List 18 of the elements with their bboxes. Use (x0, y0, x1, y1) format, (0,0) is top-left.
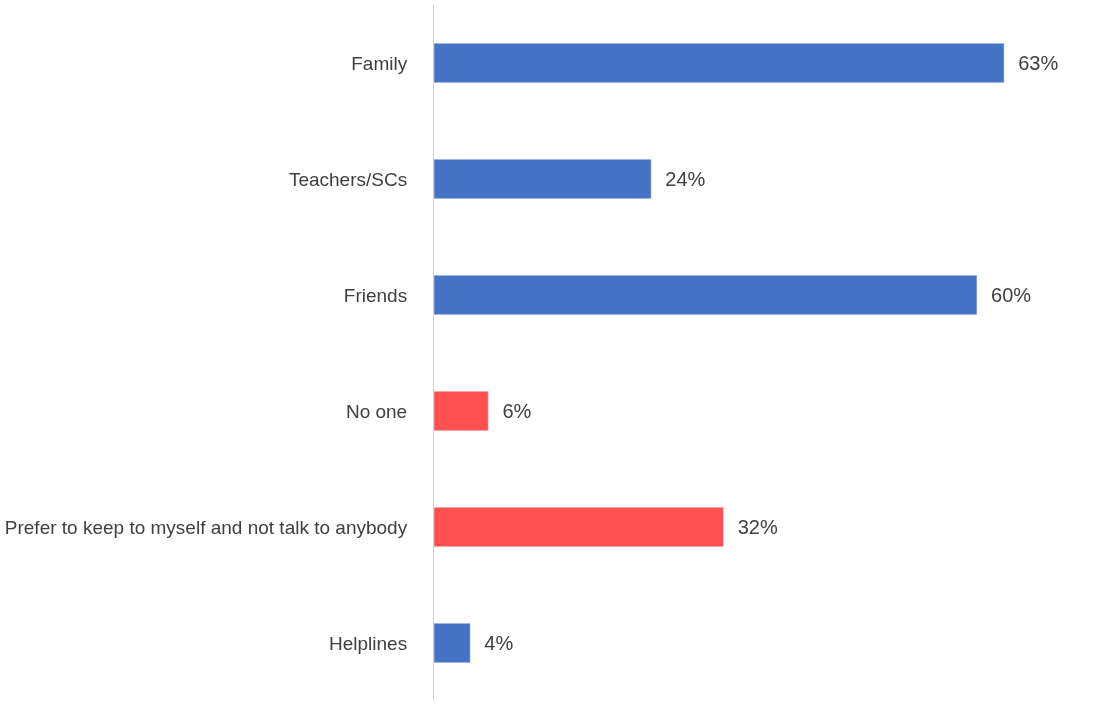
bar (434, 623, 471, 663)
y-tick-label: Helplines (329, 632, 408, 654)
data-label: 32% (726, 516, 778, 538)
y-tick-label: Teachers/SCs (288, 168, 408, 190)
y-tick-label: No one (345, 400, 408, 422)
data-label: 60% (979, 284, 1032, 306)
data-label: 63% (1007, 52, 1059, 74)
data-label: 6% (491, 400, 532, 422)
y-tick-label: Friends (343, 284, 408, 306)
bar (434, 159, 652, 199)
bar (434, 507, 724, 547)
y-tick-label: Family (351, 52, 408, 74)
bar (434, 43, 1005, 83)
bar (434, 391, 489, 431)
data-label: 24% (654, 168, 706, 190)
bar (434, 275, 978, 315)
y-tick-label: Prefer to keep to myself and not talk to anybody (4, 516, 408, 538)
data-label: 4% (473, 632, 514, 654)
